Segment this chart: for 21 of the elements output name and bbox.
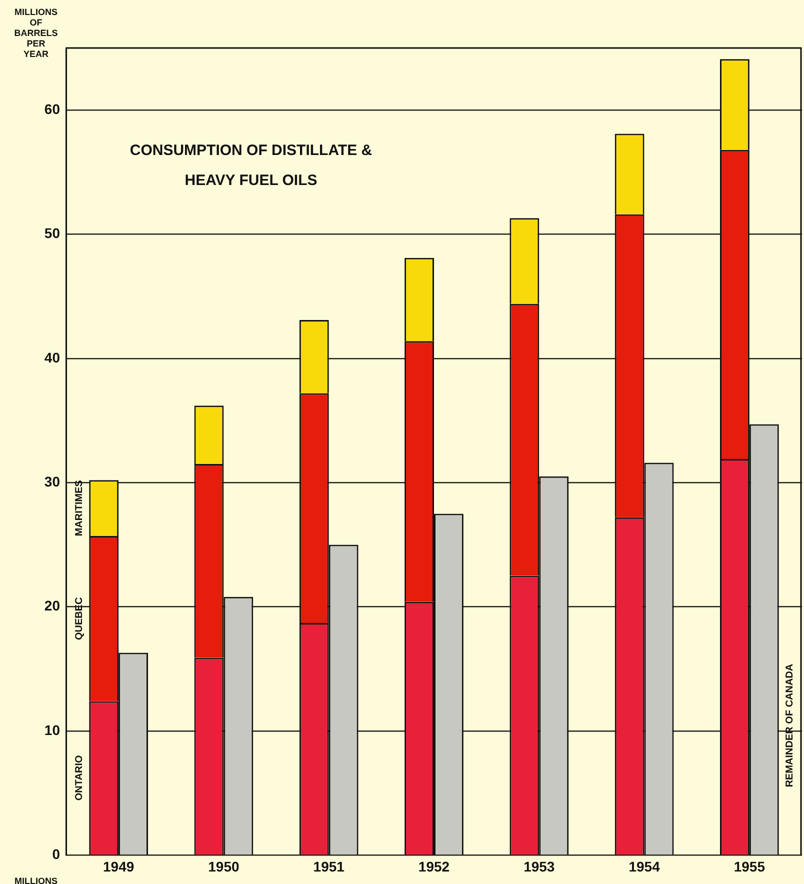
y-axis-title: MILLIONS OF BARRELS PER YEAR xyxy=(14,6,58,59)
y-tick-label: 0 xyxy=(52,846,60,862)
x-tick-label: 1955 xyxy=(734,858,766,874)
y-tick-label: 20 xyxy=(44,598,60,614)
text: REMAINDER OF CANADA xyxy=(784,664,796,788)
text: ONTARIO xyxy=(74,755,85,801)
x-tick-label: 1950 xyxy=(208,858,240,874)
y-tick-label: 60 xyxy=(44,100,60,117)
x-tick-label: 1951 xyxy=(313,858,345,874)
x-tick-label: 1949 xyxy=(102,858,134,874)
x-tick-label: 1953 xyxy=(524,858,555,874)
y-tick-label: 40 xyxy=(44,349,60,366)
text: MILLIONS xyxy=(14,876,58,884)
text: CONSUMPTION OF DISTILLATE & HEAVY FUEL OILS xyxy=(130,142,372,190)
y-tick-label: 50 xyxy=(44,225,60,242)
x-tick-label: 1954 xyxy=(628,858,660,874)
text: MARITIMES xyxy=(74,480,85,536)
text: QUEBEC xyxy=(74,597,85,640)
x-tick-label: 1952 xyxy=(418,858,450,874)
y-tick-label: 10 xyxy=(44,722,60,738)
y-tick-label: 30 xyxy=(44,474,60,490)
